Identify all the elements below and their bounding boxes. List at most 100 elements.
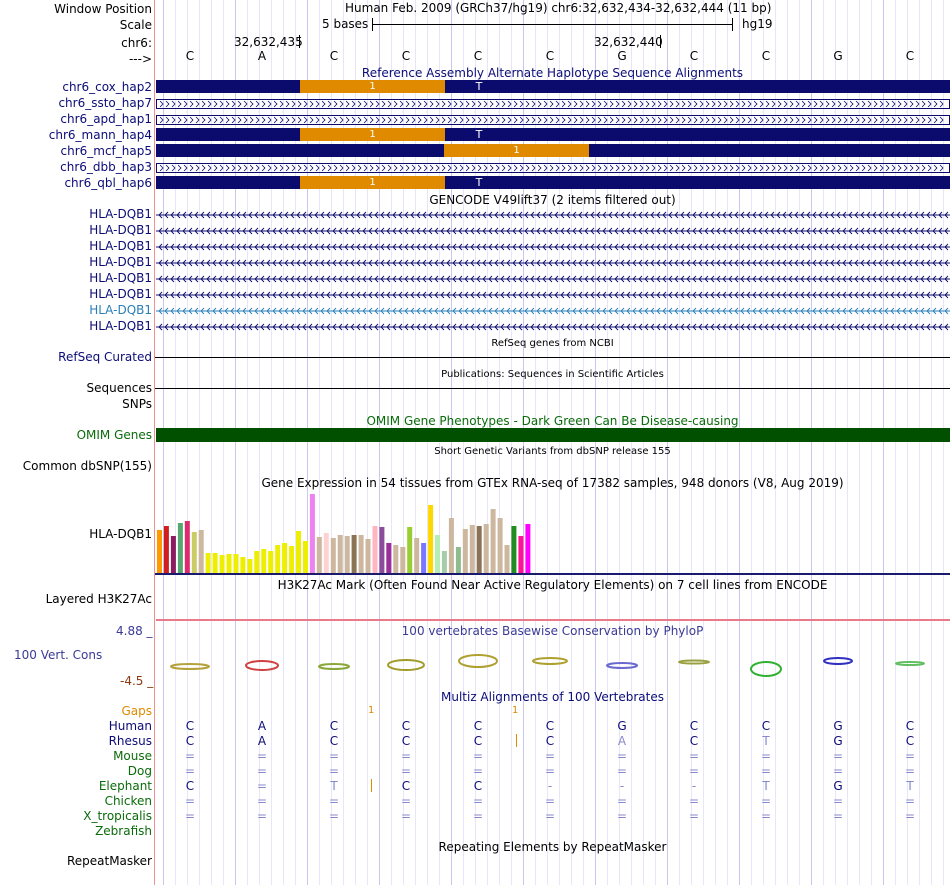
- alt-hap-strand[interactable]: [156, 115, 950, 125]
- gtex-bar[interactable]: [518, 536, 524, 573]
- gtex-bar[interactable]: [330, 538, 336, 573]
- alt-hap-label[interactable]: chr6_apd_hap1: [60, 112, 152, 126]
- gtex-bar[interactable]: [212, 553, 218, 573]
- gtex-bar[interactable]: [309, 494, 315, 573]
- alt-hap-label[interactable]: chr6_cox_hap2: [62, 80, 152, 94]
- gtex-bar[interactable]: [316, 537, 322, 573]
- gencode-gene-intron[interactable]: [156, 323, 950, 331]
- gtex-bar[interactable]: [233, 554, 239, 573]
- alt-hap-strand[interactable]: [156, 99, 950, 109]
- multiz-species-label[interactable]: Zebrafish: [95, 824, 152, 838]
- gencode-gene-label[interactable]: HLA-DQB1: [89, 303, 152, 317]
- gtex-bar[interactable]: [504, 545, 510, 573]
- alt-hap-alignment[interactable]: 1: [156, 144, 950, 157]
- alt-hap-label[interactable]: chr6_dbb_hap3: [60, 160, 152, 174]
- gtex-bar[interactable]: [483, 524, 489, 573]
- gencode-gene-intron[interactable]: [156, 211, 950, 219]
- gtex-chart[interactable]: [155, 490, 950, 576]
- gtex-bar[interactable]: [226, 554, 232, 573]
- gtex-bar[interactable]: [163, 526, 169, 573]
- gtex-bar[interactable]: [407, 527, 413, 573]
- dbsnp-label[interactable]: Common dbSNP(155): [22, 459, 152, 473]
- alt-hap-label[interactable]: chr6_ssto_hap7: [58, 96, 152, 110]
- gencode-gene-label[interactable]: HLA-DQB1: [89, 207, 152, 221]
- alt-hap-insertion[interactable]: 1: [300, 80, 445, 93]
- gtex-bar[interactable]: [511, 526, 517, 573]
- gtex-bar[interactable]: [184, 521, 190, 573]
- gencode-gene-intron[interactable]: [156, 243, 950, 251]
- gtex-bar[interactable]: [282, 543, 288, 573]
- gtex-bar[interactable]: [344, 536, 350, 573]
- gtex-bar[interactable]: [393, 545, 399, 573]
- gtex-bar[interactable]: [365, 539, 371, 573]
- gtex-bar[interactable]: [421, 543, 427, 573]
- gtex-bar[interactable]: [157, 530, 162, 573]
- gtex-bar[interactable]: [455, 547, 461, 573]
- publications-label[interactable]: Sequences: [86, 381, 152, 395]
- gtex-bar[interactable]: [254, 551, 260, 573]
- gtex-bar[interactable]: [386, 543, 392, 573]
- gtex-bar[interactable]: [275, 545, 281, 573]
- multiz-species-label[interactable]: Dog: [127, 764, 152, 778]
- gtex-bar[interactable]: [337, 535, 343, 573]
- gtex-bar[interactable]: [303, 541, 308, 573]
- gencode-gene-intron[interactable]: [156, 227, 950, 235]
- omim-feature[interactable]: [156, 428, 950, 442]
- multiz-species-label[interactable]: Chicken: [104, 794, 152, 808]
- gtex-bar[interactable]: [261, 549, 267, 573]
- gencode-gene-label[interactable]: HLA-DQB1: [89, 255, 152, 269]
- gtex-bar[interactable]: [198, 530, 204, 573]
- gtex-bar[interactable]: [247, 559, 253, 573]
- gtex-bar[interactable]: [219, 555, 225, 573]
- cons-label[interactable]: 100 Vert. Cons: [14, 648, 103, 662]
- gtex-bar[interactable]: [296, 531, 301, 573]
- alt-hap-insertion[interactable]: 1: [444, 144, 589, 157]
- gencode-gene-intron[interactable]: [156, 291, 950, 299]
- gencode-gene-label[interactable]: HLA-DQB1: [89, 223, 152, 237]
- gtex-bar[interactable]: [476, 526, 482, 573]
- gencode-gene-label[interactable]: HLA-DQB1: [89, 271, 152, 285]
- gtex-bar[interactable]: [170, 536, 176, 573]
- multiz-species-label[interactable]: Rhesus: [108, 734, 152, 748]
- snps-label[interactable]: SNPs: [122, 397, 152, 411]
- gencode-gene-intron[interactable]: [156, 259, 950, 267]
- gtex-bar[interactable]: [469, 525, 475, 573]
- gtex-bar[interactable]: [462, 529, 468, 573]
- gtex-bar[interactable]: [240, 557, 246, 573]
- gtex-bar[interactable]: [268, 551, 274, 573]
- gencode-gene-label[interactable]: HLA-DQB1: [89, 239, 152, 253]
- gtex-gene-label[interactable]: HLA-DQB1: [89, 527, 152, 541]
- gtex-bar[interactable]: [441, 551, 447, 573]
- gtex-bar[interactable]: [525, 524, 531, 573]
- h3k27ac-label[interactable]: Layered H3K27Ac: [45, 592, 152, 606]
- alt-hap-insertion[interactable]: 1: [300, 176, 445, 189]
- multiz-species-label[interactable]: X_tropicalis: [83, 809, 152, 823]
- alt-hap-label[interactable]: chr6_mann_hap4: [48, 128, 152, 142]
- multiz-species-label[interactable]: Human: [108, 719, 152, 733]
- multiz-species-label[interactable]: Mouse: [113, 749, 152, 763]
- gencode-gene-intron[interactable]: [156, 275, 950, 283]
- gtex-bar[interactable]: [351, 535, 357, 573]
- gtex-bar[interactable]: [490, 509, 496, 573]
- multiz-species-label[interactable]: Elephant: [98, 779, 152, 793]
- gencode-gene-label[interactable]: HLA-DQB1: [89, 287, 152, 301]
- refseq-label[interactable]: RefSeq Curated: [58, 350, 152, 364]
- alt-hap-strand[interactable]: [156, 163, 950, 173]
- gtex-bar[interactable]: [379, 527, 385, 573]
- alt-hap-insertion[interactable]: 1: [300, 128, 445, 141]
- alt-hap-label[interactable]: chr6_mcf_hap5: [60, 144, 153, 158]
- gtex-bar[interactable]: [428, 505, 434, 573]
- gtex-bar[interactable]: [435, 535, 440, 573]
- gtex-bar[interactable]: [205, 553, 211, 573]
- gtex-bar[interactable]: [400, 547, 406, 573]
- alt-hap-label[interactable]: chr6_qbl_hap6: [64, 176, 152, 190]
- gtex-bar[interactable]: [414, 538, 420, 573]
- gtex-bar[interactable]: [358, 535, 364, 573]
- gtex-bar[interactable]: [289, 546, 295, 573]
- gtex-bar[interactable]: [448, 518, 454, 573]
- gencode-gene-label[interactable]: HLA-DQB1: [89, 319, 152, 333]
- gencode-gene-intron[interactable]: [156, 307, 950, 315]
